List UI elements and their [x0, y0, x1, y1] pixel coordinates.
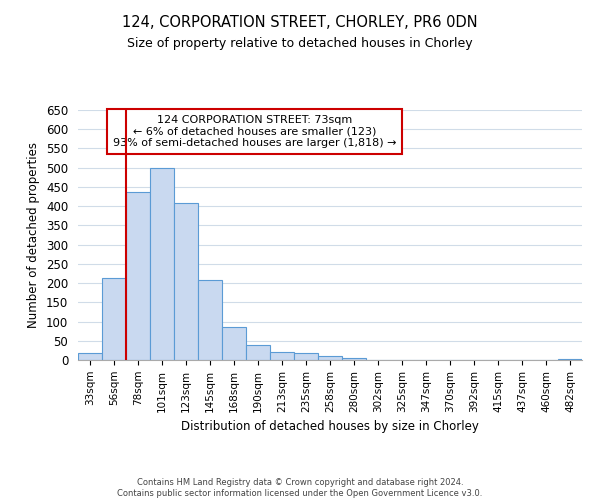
Bar	[246, 344, 270, 360]
Text: 124, CORPORATION STREET, CHORLEY, PR6 0DN: 124, CORPORATION STREET, CHORLEY, PR6 0D…	[122, 15, 478, 30]
Bar	[318, 356, 342, 360]
Bar	[558, 359, 582, 360]
Bar	[270, 352, 294, 360]
Bar	[174, 204, 198, 360]
Text: Size of property relative to detached houses in Chorley: Size of property relative to detached ho…	[127, 38, 473, 51]
X-axis label: Distribution of detached houses by size in Chorley: Distribution of detached houses by size …	[181, 420, 479, 433]
Bar	[78, 353, 102, 360]
Bar	[222, 326, 246, 360]
Bar	[294, 353, 318, 360]
Bar	[126, 192, 150, 360]
Y-axis label: Number of detached properties: Number of detached properties	[28, 142, 40, 328]
Bar	[198, 280, 222, 360]
Bar	[102, 278, 126, 360]
Text: Contains HM Land Registry data © Crown copyright and database right 2024.
Contai: Contains HM Land Registry data © Crown c…	[118, 478, 482, 498]
Bar	[342, 358, 366, 360]
Text: 124 CORPORATION STREET: 73sqm
← 6% of detached houses are smaller (123)
93% of s: 124 CORPORATION STREET: 73sqm ← 6% of de…	[113, 115, 396, 148]
Bar	[150, 168, 174, 360]
